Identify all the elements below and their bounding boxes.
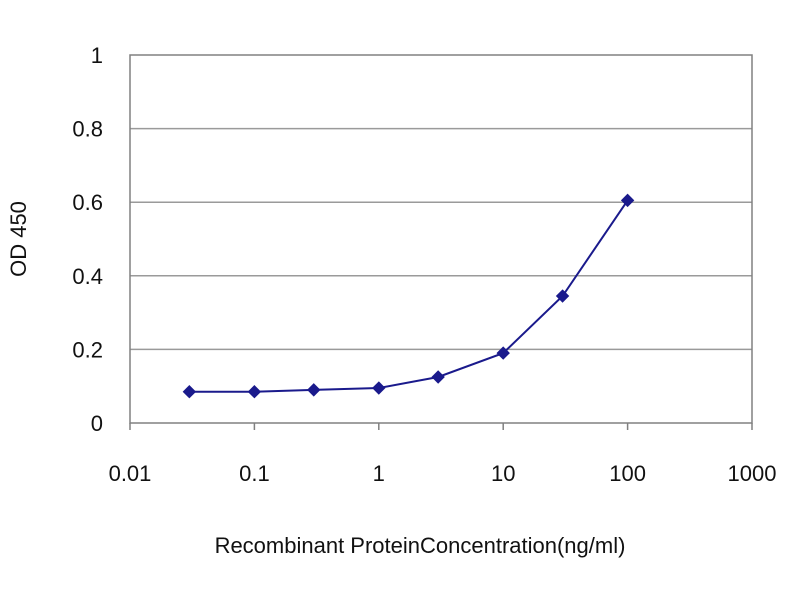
data-point-marker — [182, 385, 197, 399]
x-ticks — [129, 423, 753, 430]
y-tick-label: 0.4 — [72, 264, 103, 289]
y-tick-label: 0.8 — [72, 117, 103, 142]
data-point-marker — [431, 370, 445, 384]
x-tick-label: 0.01 — [109, 461, 152, 486]
y-tick-label: 0.2 — [72, 337, 103, 362]
data-point-marker — [620, 193, 635, 208]
plot-area-border — [129, 54, 753, 424]
x-tick-label: 0.1 — [239, 461, 270, 486]
gridlines — [130, 127, 752, 351]
data-point-marker — [372, 381, 386, 395]
x-tick-label: 1000 — [728, 461, 777, 486]
y-tick-label: 0.6 — [72, 190, 103, 215]
x-tick-label: 10 — [491, 461, 515, 486]
y-tick-label: 1 — [91, 43, 103, 68]
x-tick-label: 100 — [609, 461, 646, 486]
series-line — [189, 199, 629, 393]
data-point-marker — [555, 289, 570, 303]
y-axis-title: OD 450 — [6, 201, 31, 277]
x-tick-labels: 0.01 0.1 1 10 100 1000 — [109, 461, 777, 486]
data-point-marker — [307, 383, 321, 397]
data-point-marker — [247, 385, 262, 399]
data-point-marker — [496, 346, 510, 360]
data-series — [182, 193, 635, 399]
x-axis-title: Recombinant ProteinConcentration(ng/ml) — [215, 533, 626, 558]
x-tick-label: 1 — [373, 461, 385, 486]
y-tick-labels: 0 0.2 0.4 0.6 0.8 1 — [72, 43, 103, 436]
y-tick-label: 0 — [91, 411, 103, 436]
